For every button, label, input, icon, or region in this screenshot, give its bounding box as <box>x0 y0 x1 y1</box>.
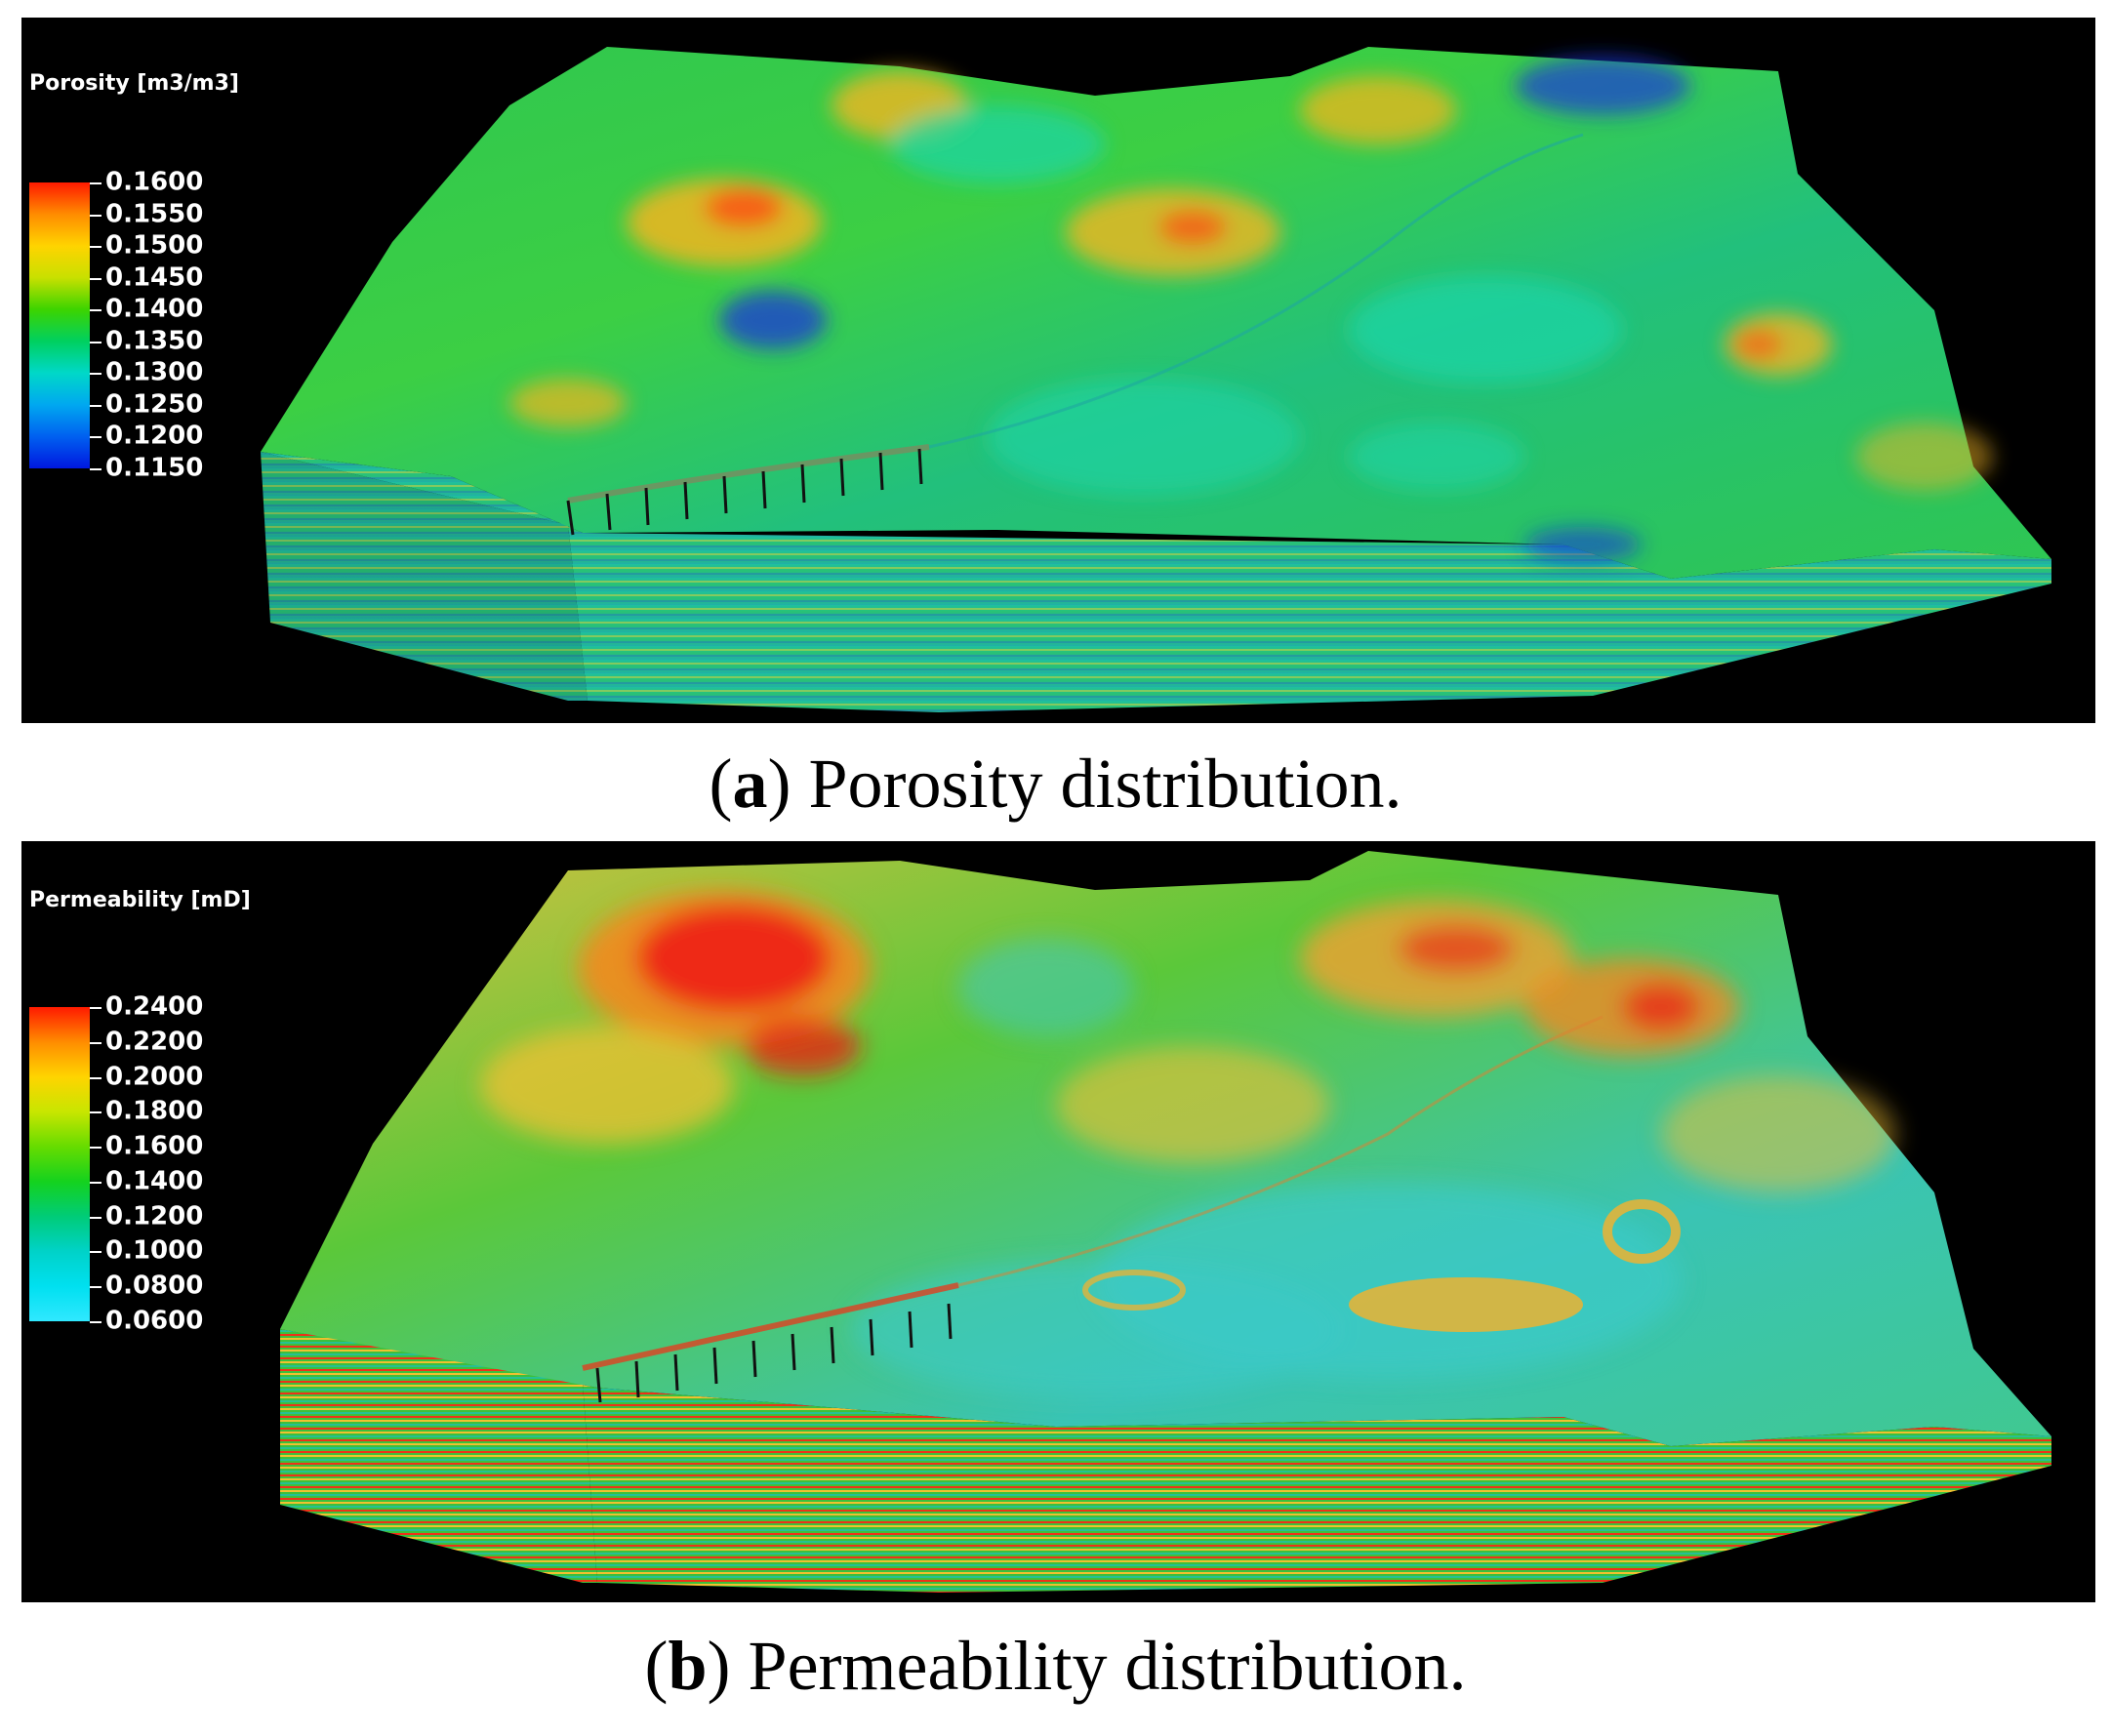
legend-tick-label: 0.1550 <box>105 198 204 228</box>
legend-tick-label: 0.1450 <box>105 262 204 293</box>
legend-tick-label: 0.1000 <box>105 1235 204 1266</box>
permeability-reservoir-model <box>280 851 2051 1593</box>
legend-tick-label: 0.1200 <box>105 421 204 451</box>
legend-tick <box>90 182 101 184</box>
permeability-panel: Permeability [mD] 0.2400 0.2200 0.2000 0.18… <box>21 841 2095 1602</box>
legend-tick-label: 0.1400 <box>105 294 204 324</box>
legend-tick <box>90 214 101 217</box>
legend-tick <box>90 1321 101 1323</box>
legend-tick-label: 0.0600 <box>105 1306 204 1336</box>
porosity-reservoir-model <box>261 47 2051 712</box>
legend-tick <box>90 404 101 407</box>
legend-tick <box>90 1181 101 1184</box>
legend-tick-label: 0.0800 <box>105 1271 204 1301</box>
porosity-caption-text: Porosity distribution. <box>808 745 1402 823</box>
legend-tick <box>90 1111 101 1114</box>
legend-tick <box>90 1076 101 1079</box>
legend-tick <box>90 468 101 470</box>
legend-tick-label: 0.1150 <box>105 453 204 483</box>
permeability-heterogeneity <box>480 890 1895 1397</box>
legend-tick-label: 0.1600 <box>105 167 204 197</box>
legend-tick-label: 0.1200 <box>105 1201 204 1231</box>
permeability-color-bar <box>29 1007 90 1321</box>
porosity-panel: Porosity [m3/m3] 0.1600 0.1550 0.1500 0.145… <box>21 18 2095 723</box>
porosity-heterogeneity <box>509 57 1993 562</box>
legend-tick <box>90 1041 101 1044</box>
permeability-caption-text: Permeability distribution. <box>748 1627 1467 1705</box>
legend-tick <box>90 246 101 249</box>
legend-tick-label: 0.1300 <box>105 357 204 387</box>
legend-tick-label: 0.1600 <box>105 1131 204 1161</box>
legend-tick <box>90 373 101 376</box>
permeability-legend-title: Permeability [mD] <box>29 888 251 912</box>
permeability-fault-ticks <box>595 1303 953 1403</box>
legend-tick-label: 0.2000 <box>105 1061 204 1091</box>
legend-tick <box>90 1251 101 1254</box>
legend-tick <box>90 1216 101 1219</box>
porosity-color-bar <box>29 182 90 468</box>
legend-tick <box>90 1007 101 1009</box>
legend-tick-label: 0.1500 <box>105 230 204 261</box>
legend-tick-label: 0.1250 <box>105 389 204 420</box>
porosity-caption: (a) Porosity distribution. <box>709 745 1402 823</box>
permeability-caption-letter: b <box>668 1627 708 1705</box>
porosity-caption-letter: a <box>732 745 768 823</box>
legend-tick-label: 0.2400 <box>105 991 204 1022</box>
legend-tick-label: 0.1800 <box>105 1096 204 1126</box>
permeability-anomaly <box>1349 1277 1583 1332</box>
permeability-anomaly-ring <box>1082 1270 1186 1311</box>
permeability-anomaly-ring <box>1603 1199 1681 1264</box>
permeability-caption: (b) Permeability distribution. <box>644 1627 1467 1705</box>
legend-tick-label: 0.2200 <box>105 1027 204 1057</box>
legend-tick <box>90 1147 101 1150</box>
porosity-fault-ticks <box>566 448 923 536</box>
legend-tick <box>90 309 101 312</box>
legend-tick-label: 0.1400 <box>105 1166 204 1196</box>
legend-tick-label: 0.1350 <box>105 326 204 356</box>
legend-tick <box>90 341 101 343</box>
legend-tick <box>90 1286 101 1289</box>
porosity-legend-title: Porosity [m3/m3] <box>29 71 239 96</box>
legend-tick <box>90 436 101 439</box>
legend-tick <box>90 277 101 280</box>
